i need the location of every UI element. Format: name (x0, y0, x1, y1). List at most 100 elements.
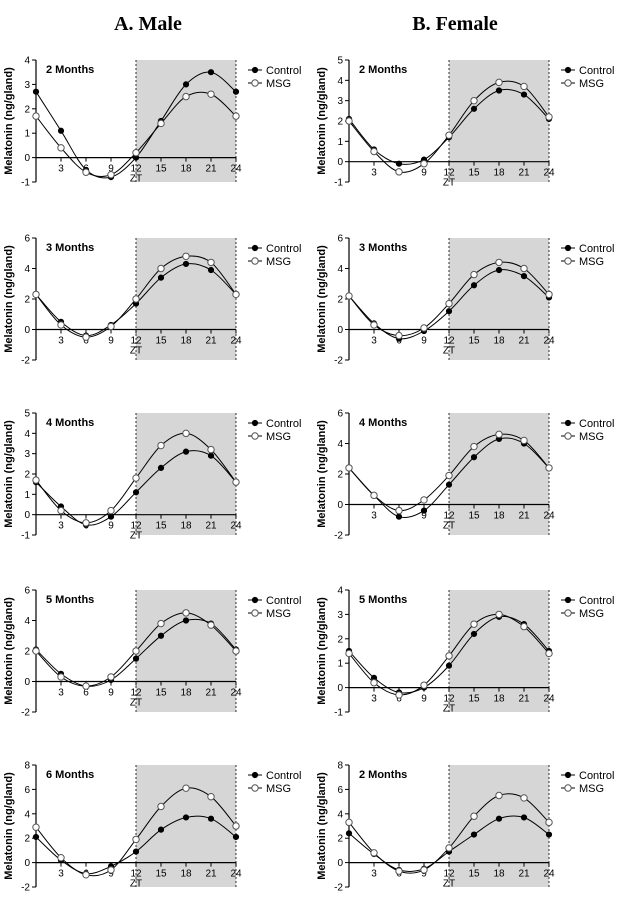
data-point-control (470, 105, 478, 112)
y-tick-label: 4 (24, 264, 30, 275)
data-point-control (32, 833, 40, 841)
y-tick-label: 4 (24, 56, 30, 67)
data-point-msg (57, 854, 65, 862)
x-tick-label: 12 (130, 164, 142, 175)
y-tick-label: 4 (24, 616, 30, 627)
x-tick-label: 3 (371, 511, 377, 522)
data-point-msg (520, 622, 528, 631)
y-tick-label: -2 (21, 708, 30, 719)
data-point-msg (370, 491, 378, 500)
legend-label: Control (579, 418, 614, 430)
data-point-msg (182, 92, 190, 101)
x-tick-label: 15 (468, 511, 480, 522)
panel-label: 3 Months (46, 242, 94, 254)
y-tick-label: 2 (337, 470, 343, 481)
x-tick-label: 12 (443, 511, 455, 522)
data-point-msg (545, 290, 553, 299)
data-point-control (157, 632, 165, 639)
x-axis-label: ZT (130, 174, 142, 185)
legend-label: MSG (579, 256, 604, 268)
data-point-msg (420, 324, 428, 332)
x-tick-label: 9 (421, 694, 427, 705)
data-point-control (207, 69, 215, 76)
y-axis-label: Melatonin (ng/gland) (316, 772, 328, 880)
legend-label: MSG (579, 78, 604, 90)
data-point-msg (32, 290, 40, 299)
data-point-control (57, 127, 65, 134)
y-axis-label: Melatonin (ng/gland) (316, 245, 328, 353)
x-tick-label: 9 (421, 336, 427, 347)
y-tick-label: -1 (334, 178, 343, 189)
data-point-control (395, 160, 403, 167)
x-tick-label: 18 (493, 336, 505, 347)
x-tick-label: 12 (130, 869, 142, 880)
data-point-control (495, 815, 503, 822)
data-point-msg (57, 321, 65, 329)
x-tick-label: 6 (83, 688, 89, 699)
x-axis-label: ZT (130, 698, 142, 709)
x-tick-label: 9 (108, 336, 114, 347)
dark-phase-region (136, 60, 236, 182)
x-tick-label: 9 (108, 521, 114, 532)
data-point-control (520, 91, 528, 98)
dark-phase-region (449, 590, 549, 712)
data-point-control (132, 655, 140, 662)
data-point-msg (82, 871, 90, 879)
panel-label: 2 Months (359, 769, 407, 781)
data-point-msg (370, 849, 378, 857)
y-tick-label: 2 (337, 117, 343, 128)
legend-label: MSG (579, 431, 604, 443)
data-point-msg (32, 112, 40, 120)
data-point-msg (132, 149, 140, 157)
data-point-msg (57, 144, 65, 152)
data-point-msg (545, 818, 553, 827)
data-point-msg (182, 252, 190, 260)
x-tick-label: 3 (58, 336, 64, 347)
y-tick-label: 3 (24, 80, 30, 91)
data-point-control (445, 308, 453, 315)
x-tick-label: 3 (58, 688, 64, 699)
y-tick-label: 4 (337, 586, 343, 597)
x-tick-label: 15 (155, 688, 167, 699)
data-point-msg (470, 442, 478, 451)
data-point-control (470, 630, 478, 638)
data-point-msg (207, 793, 215, 801)
data-point-msg (470, 96, 478, 105)
x-axis-label: ZT (443, 521, 455, 532)
data-point-msg (182, 784, 190, 792)
data-point-control (182, 81, 190, 88)
data-point-control (207, 815, 215, 822)
y-tick-label: 4 (24, 429, 30, 440)
chart-panel: -10123453691215182124ZTMelatonin (ng/gla… (316, 56, 614, 189)
panel-label: 5 Months (46, 594, 94, 606)
x-tick-label: 12 (130, 336, 142, 347)
y-tick-label: 3 (337, 610, 343, 621)
x-tick-label: 15 (155, 336, 167, 347)
legend-marker (564, 432, 572, 440)
data-point-msg (470, 620, 478, 628)
panel-label: 2 Months (46, 64, 94, 76)
legend-marker (251, 771, 259, 779)
x-axis-label: ZT (130, 531, 142, 542)
data-point-msg (32, 476, 40, 484)
legend-label: MSG (266, 783, 291, 795)
data-point-msg (232, 290, 240, 299)
legend-label: Control (579, 595, 614, 607)
y-tick-label: 2 (24, 470, 30, 481)
x-tick-label: 18 (493, 168, 505, 179)
data-point-msg (520, 82, 528, 91)
data-point-msg (207, 445, 215, 454)
data-point-msg (132, 835, 140, 844)
x-axis-label: ZT (130, 346, 142, 357)
x-tick-label: 24 (230, 164, 242, 175)
data-point-msg (32, 823, 40, 831)
data-point-msg (107, 322, 115, 331)
x-tick-label: 21 (205, 164, 217, 175)
data-point-msg (232, 112, 240, 120)
data-point-control (182, 617, 190, 624)
x-tick-label: 9 (108, 688, 114, 699)
legend-marker (564, 771, 572, 779)
x-tick-label: 18 (180, 164, 192, 175)
data-point-msg (57, 506, 65, 515)
